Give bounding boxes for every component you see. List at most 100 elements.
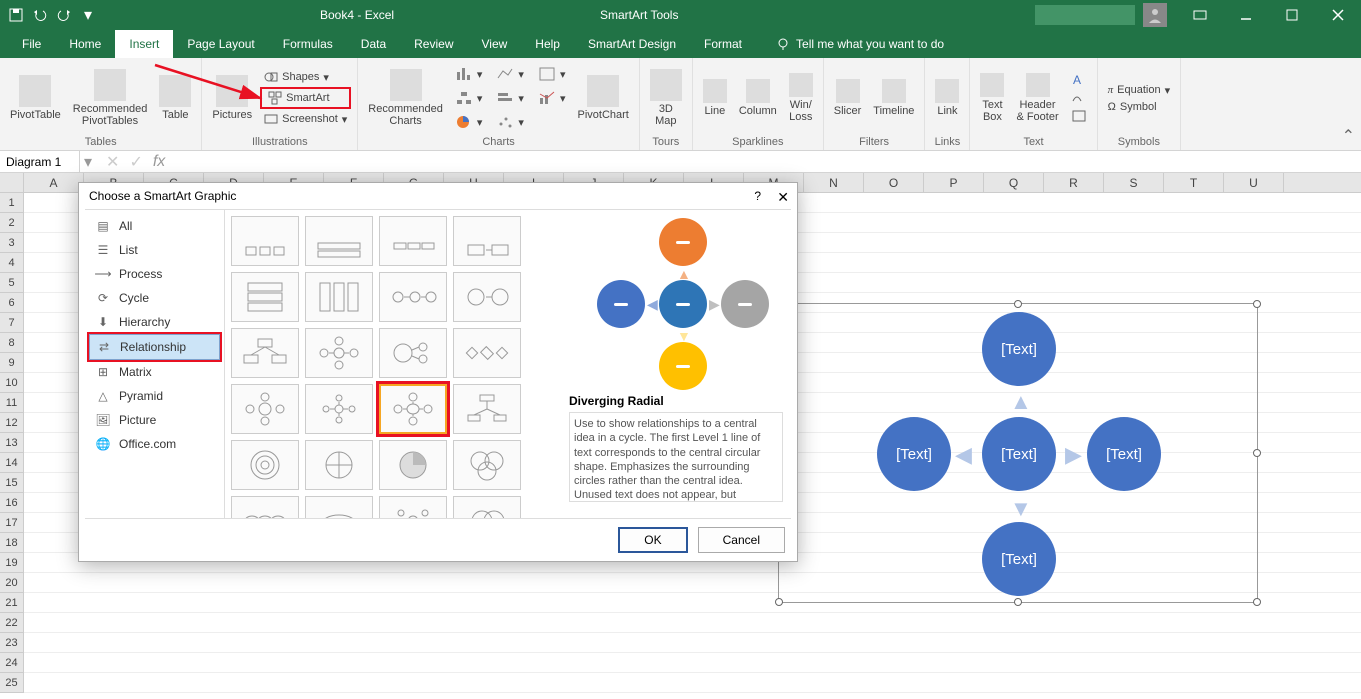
- layout-option[interactable]: [379, 496, 447, 518]
- row-header[interactable]: 8: [0, 333, 24, 353]
- line-chart-icon[interactable]: ▾: [492, 65, 528, 83]
- layout-option[interactable]: [379, 216, 447, 266]
- recommended-charts-button[interactable]: Recommended Charts: [364, 67, 447, 129]
- ribbon-display-icon[interactable]: [1177, 0, 1223, 30]
- tab-smartart-design[interactable]: SmartArt Design: [574, 30, 690, 58]
- pictures-button[interactable]: Pictures: [208, 73, 256, 123]
- textbox-button[interactable]: Text Box: [976, 71, 1008, 125]
- row-header[interactable]: 19: [0, 553, 24, 573]
- column-header[interactable]: U: [1224, 173, 1284, 192]
- scatter-chart-icon[interactable]: ▾: [492, 113, 528, 131]
- 3d-map-button[interactable]: 3D Map: [646, 67, 686, 129]
- row-header[interactable]: 6: [0, 293, 24, 313]
- layout-option[interactable]: [453, 216, 521, 266]
- tab-review[interactable]: Review: [400, 30, 467, 58]
- pivotchart-button[interactable]: PivotChart: [573, 73, 632, 123]
- category-relationship[interactable]: ⇄Relationship: [89, 334, 220, 360]
- slicer-button[interactable]: Slicer: [830, 77, 866, 119]
- category-cycle[interactable]: ⟳Cycle: [89, 286, 220, 310]
- sparkline-line-button[interactable]: Line: [699, 77, 731, 119]
- equation-button[interactable]: π Equation ▾: [1104, 83, 1174, 98]
- smartart-button[interactable]: SmartArt: [260, 87, 351, 109]
- category-office-com[interactable]: 🌐Office.com: [89, 432, 220, 456]
- smartart-node-center[interactable]: [Text]: [982, 417, 1056, 491]
- user-avatar[interactable]: [1143, 3, 1167, 27]
- link-button[interactable]: Link: [931, 77, 963, 119]
- row-header[interactable]: 25: [0, 673, 24, 693]
- minimize-icon[interactable]: [1223, 0, 1269, 30]
- enter-formula-icon[interactable]: ✓: [129, 152, 142, 172]
- tab-data[interactable]: Data: [347, 30, 400, 58]
- tab-page-layout[interactable]: Page Layout: [173, 30, 268, 58]
- layout-option[interactable]: [305, 440, 373, 490]
- pivottable-button[interactable]: PivotTable: [6, 73, 65, 123]
- layout-option[interactable]: [379, 440, 447, 490]
- column-header[interactable]: P: [924, 173, 984, 192]
- category-all[interactable]: ▤All: [89, 214, 220, 238]
- combo-chart-icon[interactable]: ▾: [534, 89, 570, 107]
- layout-option[interactable]: [453, 328, 521, 378]
- sparkline-winloss-button[interactable]: Win/ Loss: [785, 71, 817, 125]
- timeline-button[interactable]: Timeline: [869, 77, 918, 119]
- smartart-object[interactable]: [Text] [Text] [Text] [Text] [Text] ▲ ◀ ▶…: [778, 303, 1258, 603]
- row-header[interactable]: 21: [0, 593, 24, 613]
- map-chart-icon[interactable]: ▾: [534, 65, 570, 83]
- column-header[interactable]: T: [1164, 173, 1224, 192]
- row-header[interactable]: 5: [0, 273, 24, 293]
- dialog-help-icon[interactable]: ?: [754, 189, 761, 203]
- cancel-button[interactable]: Cancel: [698, 527, 785, 553]
- column-header[interactable]: A: [24, 173, 84, 192]
- smartart-node-left[interactable]: [Text]: [877, 417, 951, 491]
- close-icon[interactable]: [1315, 0, 1361, 30]
- name-box[interactable]: Diagram 1: [0, 151, 80, 172]
- row-header[interactable]: 18: [0, 533, 24, 553]
- layout-option[interactable]: [453, 384, 521, 434]
- layout-option[interactable]: [305, 216, 373, 266]
- layout-option[interactable]: [231, 272, 299, 322]
- tab-help[interactable]: Help: [521, 30, 574, 58]
- layout-option[interactable]: [231, 384, 299, 434]
- screenshot-button[interactable]: Screenshot ▾: [260, 111, 351, 127]
- layout-option[interactable]: [379, 384, 447, 434]
- layout-option[interactable]: [305, 328, 373, 378]
- dialog-close-icon[interactable]: ✕: [777, 189, 789, 206]
- row-header[interactable]: 14: [0, 453, 24, 473]
- shapes-button[interactable]: Shapes ▾: [260, 69, 351, 85]
- row-header[interactable]: 24: [0, 653, 24, 673]
- select-all-corner[interactable]: [0, 173, 24, 192]
- tab-format[interactable]: Format: [690, 30, 756, 58]
- column-header[interactable]: R: [1044, 173, 1104, 192]
- row-header[interactable]: 23: [0, 633, 24, 653]
- layout-option[interactable]: [305, 496, 373, 518]
- hierarchy-chart-icon[interactable]: ▾: [451, 89, 487, 107]
- layout-option[interactable]: [453, 440, 521, 490]
- tab-home[interactable]: Home: [55, 30, 115, 58]
- layout-option[interactable]: [231, 496, 299, 518]
- row-header[interactable]: 11: [0, 393, 24, 413]
- smartart-node-top[interactable]: [Text]: [982, 312, 1056, 386]
- save-icon[interactable]: [8, 7, 24, 23]
- row-header[interactable]: 20: [0, 573, 24, 593]
- column-header[interactable]: Q: [984, 173, 1044, 192]
- category-picture[interactable]: 🖼Picture: [89, 408, 220, 432]
- row-header[interactable]: 10: [0, 373, 24, 393]
- tab-file[interactable]: File: [8, 30, 55, 58]
- row-header[interactable]: 13: [0, 433, 24, 453]
- category-matrix[interactable]: ⊞Matrix: [89, 360, 220, 384]
- recommended-pivottables-button[interactable]: Recommended PivotTables: [69, 67, 152, 129]
- layout-option[interactable]: [231, 216, 299, 266]
- layout-option[interactable]: [305, 272, 373, 322]
- row-header[interactable]: 17: [0, 513, 24, 533]
- row-header[interactable]: 1: [0, 193, 24, 213]
- header-footer-button[interactable]: Header & Footer: [1012, 71, 1062, 125]
- layout-option[interactable]: [453, 496, 521, 518]
- signature-icon[interactable]: [1067, 90, 1091, 106]
- undo-icon[interactable]: [32, 7, 48, 23]
- symbol-button[interactable]: Ω Symbol: [1104, 100, 1174, 114]
- tab-insert[interactable]: Insert: [115, 30, 173, 58]
- column-header[interactable]: O: [864, 173, 924, 192]
- layout-option[interactable]: [231, 328, 299, 378]
- column-chart-icon[interactable]: ▾: [451, 65, 487, 83]
- category-process[interactable]: ⟶Process: [89, 262, 220, 286]
- tell-me-search[interactable]: Tell me what you want to do: [776, 30, 944, 58]
